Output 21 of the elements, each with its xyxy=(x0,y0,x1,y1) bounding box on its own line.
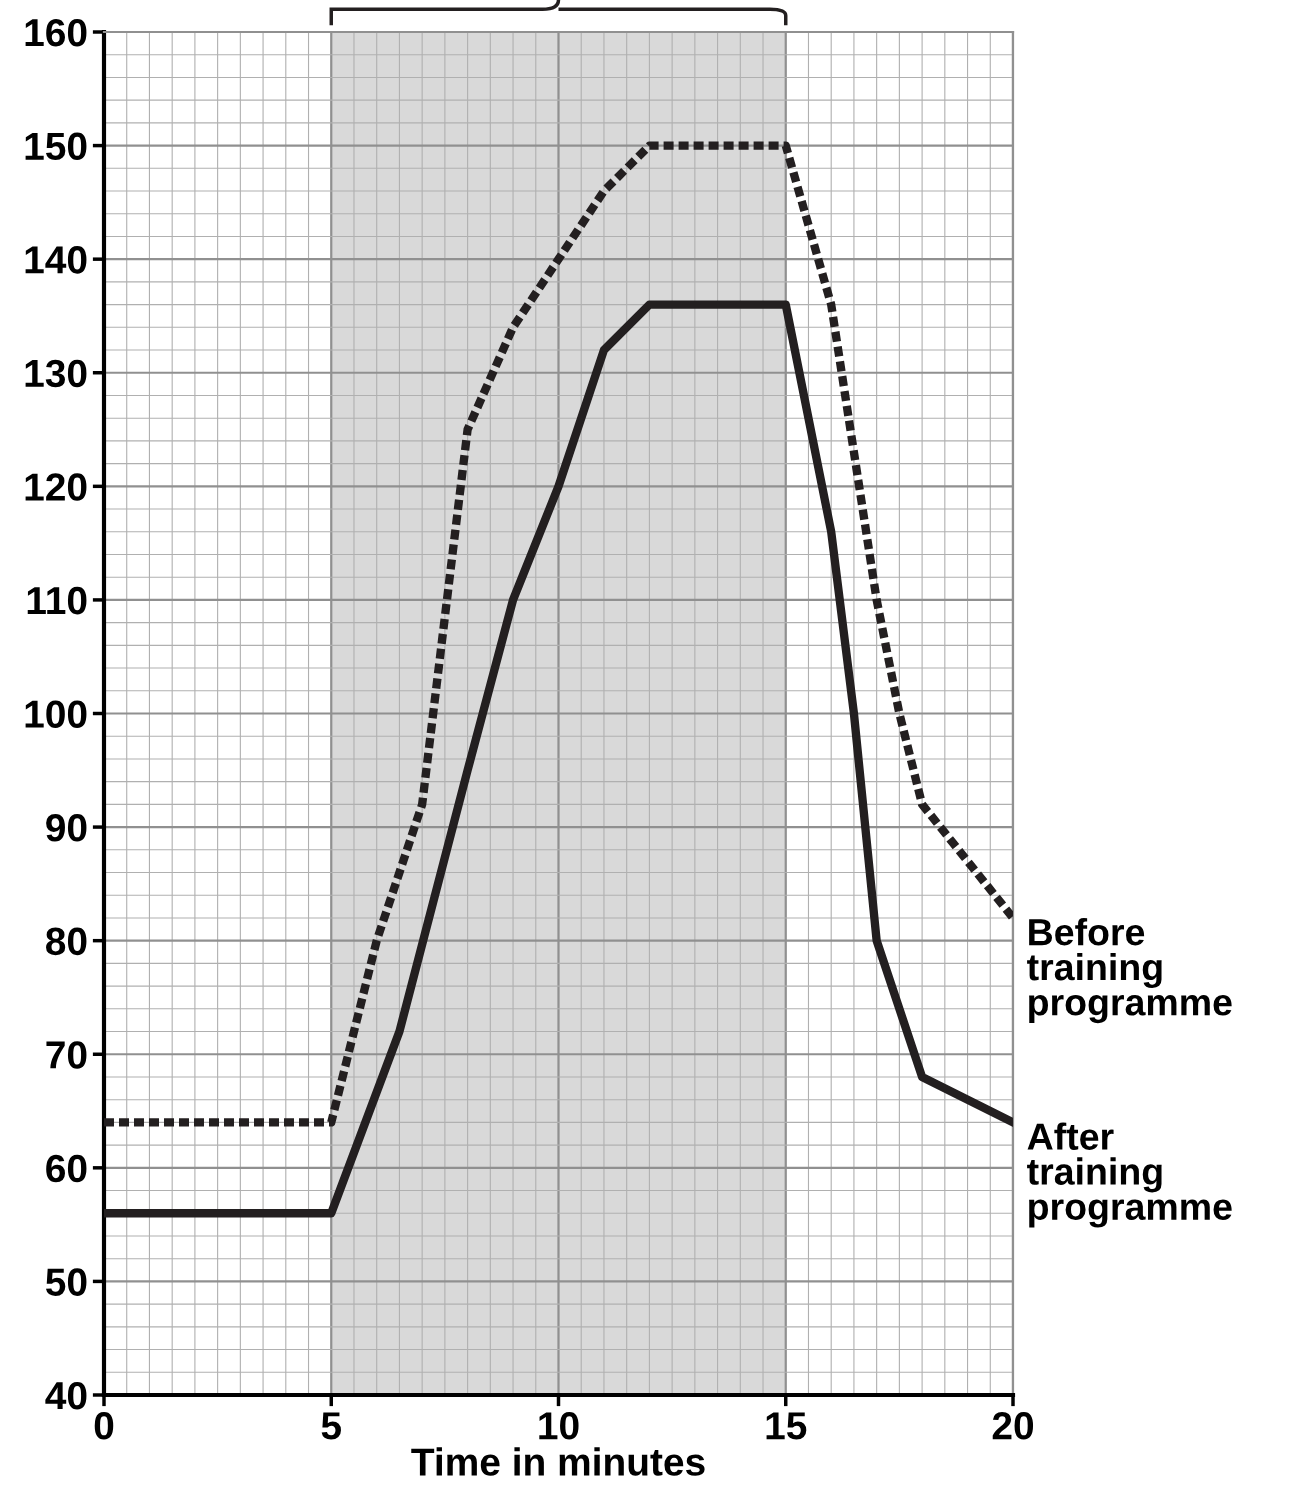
x-tick-label: 5 xyxy=(321,1412,341,1440)
series-label: Before training programme xyxy=(1027,917,1232,1024)
x-tick-label: 0 xyxy=(94,1412,114,1440)
x-tick-label: 10 xyxy=(539,1412,579,1440)
y-tick-label: 150 xyxy=(25,132,87,161)
y-tick-label: 40 xyxy=(45,1381,87,1410)
y-tick-label: 100 xyxy=(25,700,87,728)
y-tick-label: 110 xyxy=(27,586,87,615)
y-tick-label: 120 xyxy=(25,473,87,501)
y-tick-label: 70 xyxy=(46,1041,87,1069)
x-tick-label: 20 xyxy=(992,1412,1034,1440)
y-tick-label: 130 xyxy=(25,359,87,388)
y-tick-label: 90 xyxy=(46,814,87,842)
y-tick-label: 140 xyxy=(25,246,87,274)
y-tick-label: 160 xyxy=(25,18,87,47)
x-tick-label: 15 xyxy=(766,1412,807,1440)
x-axis-title: Time in minutes xyxy=(411,1447,705,1476)
series-label: After training programme xyxy=(1027,1122,1232,1228)
y-tick-label: 60 xyxy=(46,1154,87,1183)
y-tick-label: 50 xyxy=(45,1268,87,1296)
y-tick-label: 80 xyxy=(46,927,87,956)
